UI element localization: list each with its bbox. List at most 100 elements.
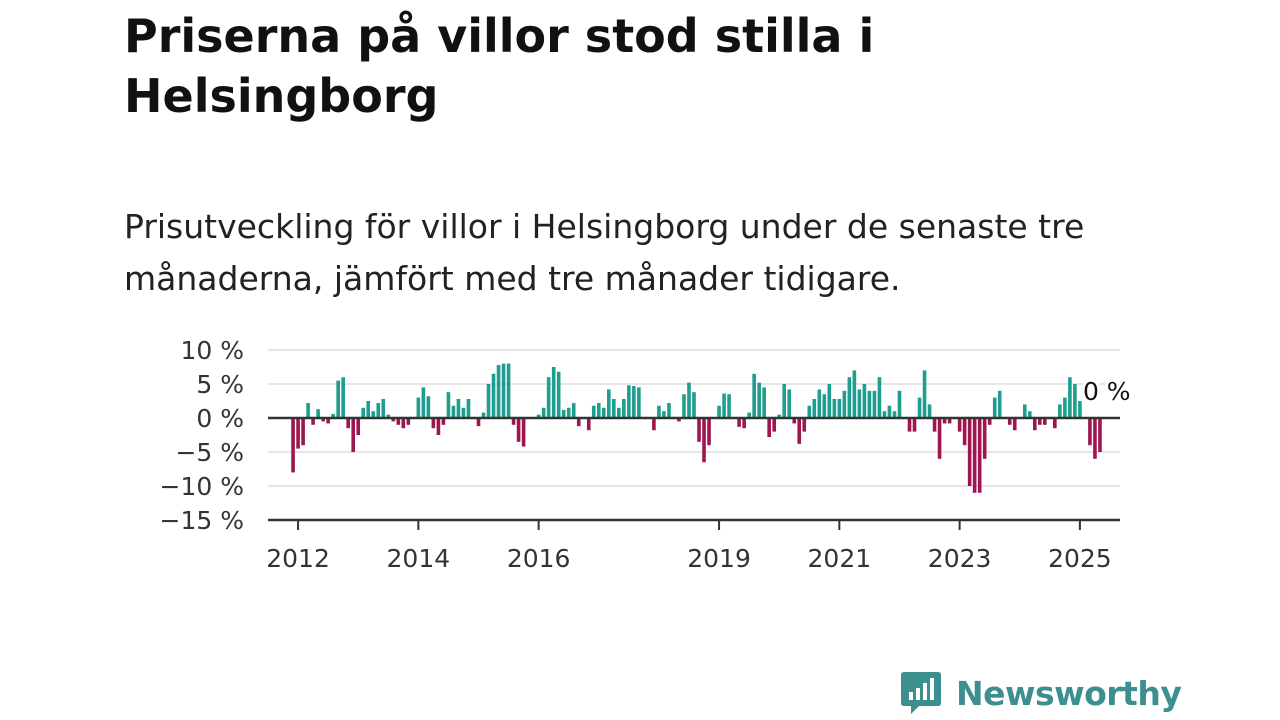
bar-positive (722, 393, 726, 418)
bar-positive (992, 397, 997, 418)
bar-positive (752, 373, 756, 418)
bar-positive (847, 377, 852, 418)
bar-negative (907, 418, 912, 432)
bar-negative (1098, 418, 1102, 452)
bar-negative (296, 418, 300, 449)
bar-negative (431, 418, 436, 429)
y-tick-label: −5 % (175, 438, 244, 467)
bar-positive (1068, 377, 1072, 418)
bar-positive (837, 398, 842, 418)
bar-positive (747, 412, 751, 418)
bar-negative (977, 418, 982, 493)
bar-negative (707, 418, 711, 446)
bar-negative (767, 418, 771, 438)
bar-negative (697, 418, 701, 442)
bar-negative (406, 418, 411, 425)
bar-negative (1012, 418, 1017, 431)
bar-positive (727, 394, 731, 418)
bar-positive (997, 390, 1002, 418)
bar-positive (1022, 404, 1027, 418)
y-tick-label: −15 % (160, 506, 244, 535)
bar-negative (291, 418, 295, 473)
bar-positive (386, 414, 391, 418)
bar-positive (1073, 384, 1077, 418)
bar-positive (536, 414, 541, 418)
bar-negative (521, 418, 526, 447)
bar-negative (346, 418, 350, 429)
bar-positive (757, 382, 761, 418)
bar-negative (301, 418, 305, 446)
bar-negative (516, 418, 521, 442)
bar-negative (1053, 418, 1057, 429)
bar-negative (326, 418, 330, 424)
bar-negative (912, 418, 917, 432)
chart-title: Priserna på villor stod stilla i Helsing… (124, 9, 875, 123)
bar-positive (857, 389, 862, 418)
bar-negative (947, 418, 952, 424)
bar-positive (887, 405, 892, 418)
bar-positive (877, 377, 882, 418)
bar-positive (872, 390, 877, 418)
bar-positive (1063, 397, 1067, 418)
bar-positive (632, 386, 636, 418)
bar-positive (927, 404, 932, 418)
bar-positive (506, 363, 511, 418)
bar-positive (687, 382, 691, 418)
bar-positive (416, 397, 421, 418)
bar-positive (832, 398, 837, 418)
y-tick-label: −10 % (160, 472, 244, 501)
bar-negative (441, 418, 446, 425)
x-tick-label: 2025 (1048, 544, 1112, 573)
x-tick-label: 2021 (808, 544, 872, 573)
bar-positive (421, 387, 426, 418)
bar-positive (426, 396, 431, 418)
bar-negative (511, 418, 516, 425)
bar-positive (787, 389, 792, 418)
bar-negative (321, 418, 325, 422)
bar-positive (782, 384, 787, 418)
bar-positive (466, 398, 471, 418)
bar-negative (982, 418, 987, 459)
bar-negative (937, 418, 942, 459)
bar-positive (917, 397, 922, 418)
bar-negative (1007, 418, 1012, 425)
bar-positive (456, 398, 461, 418)
bar-positive (1027, 411, 1032, 418)
bar-positive (341, 377, 345, 418)
bar-positive (561, 409, 566, 418)
bar-negative (987, 418, 992, 425)
bar-negative (792, 418, 797, 424)
bar-positive (852, 370, 857, 418)
bar-positive (692, 392, 696, 418)
bar-positive (807, 405, 812, 418)
bar-positive (762, 387, 766, 418)
bar-positive (306, 403, 310, 418)
bar-positive (551, 367, 556, 418)
bar-negative (962, 418, 967, 446)
bar-positive (556, 371, 561, 418)
bar-positive (617, 407, 621, 418)
bar-positive (1078, 401, 1082, 418)
newsworthy-logo: Newsworthy (900, 670, 1182, 716)
bar-positive (361, 407, 366, 418)
bar-positive (336, 380, 340, 418)
bar-negative (802, 418, 807, 432)
x-tick-label: 2023 (928, 544, 992, 573)
bar-negative (1043, 418, 1047, 425)
bar-negative (476, 418, 481, 427)
bar-positive (481, 412, 486, 418)
bar-positive (777, 414, 782, 418)
bar-negative (311, 418, 315, 425)
bar-positive (371, 411, 376, 418)
newsworthy-logo-icon (901, 672, 941, 714)
bar-positive (897, 390, 902, 418)
bar-negative (797, 418, 802, 444)
chart-subtitle: Prisutveckling för villor i Helsingborg … (124, 207, 1085, 298)
bar-positive (892, 411, 897, 418)
bar-positive (566, 407, 571, 418)
bar-negative (967, 418, 972, 486)
bar-negative (1088, 418, 1092, 446)
y-tick-label: 5 % (196, 370, 244, 399)
y-tick-label: 10 % (180, 336, 244, 365)
bar-positive (842, 390, 847, 418)
